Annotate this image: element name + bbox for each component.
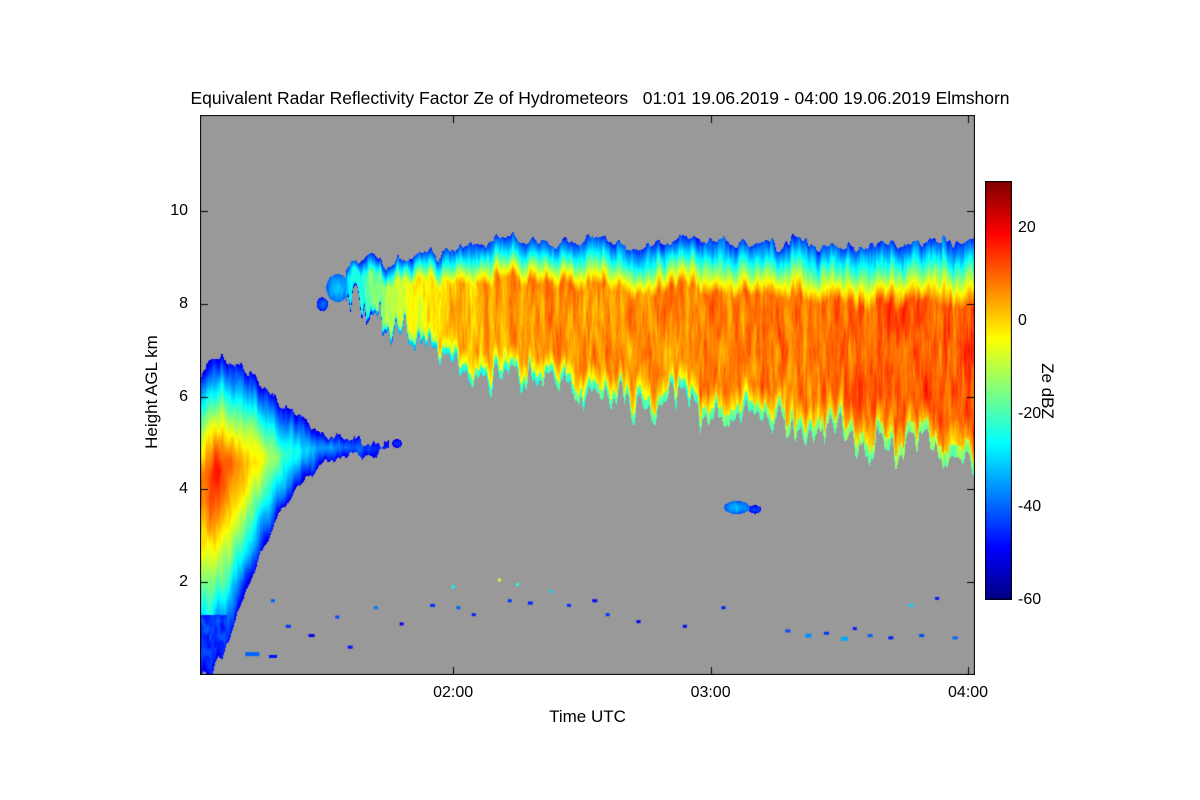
heatmap-plot <box>200 115 975 675</box>
colorbar-tick-label: -20 <box>1018 404 1042 422</box>
y-tick-label: 6 <box>179 387 188 405</box>
x-tick-label: 02:00 <box>433 684 474 701</box>
colorbar <box>985 181 1012 600</box>
colorbar-tick-label: 0 <box>1018 311 1027 329</box>
colorbar-tick-label: -40 <box>1018 497 1042 515</box>
y-tick-label: 4 <box>179 480 188 498</box>
x-tick-label: 03:00 <box>690 684 731 701</box>
y-tick-label: 8 <box>179 294 188 312</box>
x-tick-label: 04:00 <box>948 684 989 701</box>
y-tick-label: 10 <box>170 202 188 220</box>
colorbar-label: Ze dBZ <box>1038 363 1057 419</box>
chart-title: Equivalent Radar Reflectivity Factor Ze … <box>190 88 1010 108</box>
x-axis-label: Time UTC <box>549 707 626 726</box>
y-tick-label: 2 <box>179 573 188 591</box>
colorbar-tick-label: 20 <box>1018 218 1036 236</box>
colorbar-tick-label: -60 <box>1018 591 1042 608</box>
